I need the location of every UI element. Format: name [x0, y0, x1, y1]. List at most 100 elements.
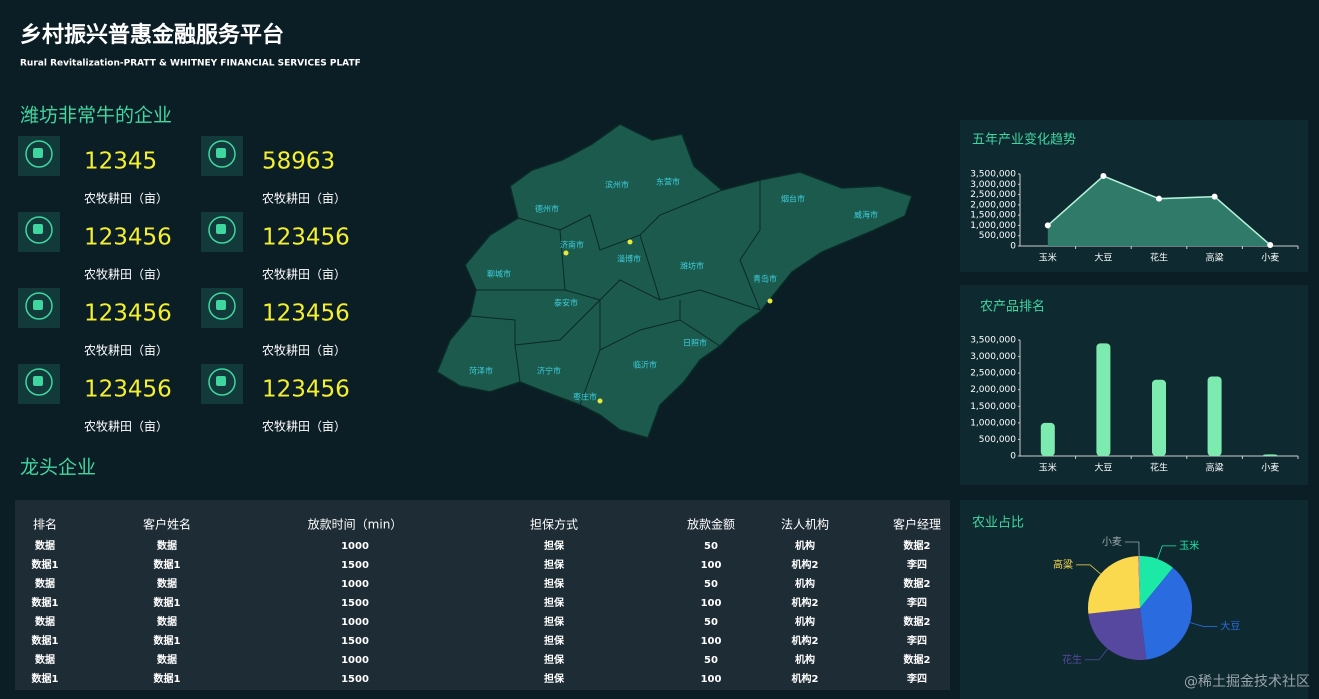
stat-icon	[33, 376, 43, 386]
stat-label: 农牧耕田（亩）	[84, 419, 168, 434]
pie-slice	[1138, 556, 1140, 608]
x-tick-label: 玉米	[1039, 462, 1057, 474]
point	[1211, 193, 1218, 200]
y-tick-label: 3,500,000	[970, 336, 1016, 346]
pie-slice	[1088, 556, 1140, 614]
y-tick-label: 2,500,000	[970, 369, 1016, 379]
stat-icon	[25, 368, 53, 396]
table-cell: 1000	[341, 655, 369, 666]
table-cell: 数据1	[32, 596, 59, 609]
stat-icon	[25, 292, 53, 320]
page-subtitle: Rural Revitalization-PRATT & WHITNEY FIN…	[20, 59, 361, 69]
table-cell: 担保	[544, 577, 565, 590]
stat-value: 12345	[84, 149, 157, 175]
city-label: 聊城市	[487, 269, 511, 279]
stat-label: 农牧耕田（亩）	[262, 191, 346, 206]
x-tick-label: 大豆	[1094, 462, 1112, 474]
x-tick-label: 花生	[1150, 252, 1168, 264]
stat-icon	[216, 300, 226, 310]
table-cell: 担保	[544, 634, 565, 647]
table-cell: 数据1	[154, 558, 181, 571]
y-tick-label: 1,000,000	[970, 221, 1016, 231]
table-cell: 数据1	[154, 596, 181, 609]
table-header: 排名	[33, 517, 57, 532]
stat-value: 123456	[84, 377, 172, 403]
stat-value: 123456	[84, 301, 172, 327]
pie-label: 高粱	[1053, 558, 1073, 571]
y-tick-label: 500,000	[979, 231, 1016, 241]
table-header: 放款金额	[687, 517, 735, 532]
table-cell: 1000	[341, 579, 369, 590]
table-cell: 数据2	[904, 653, 931, 666]
leader-line	[1085, 648, 1109, 661]
table-cell: 数据2	[904, 539, 931, 552]
table-cell: 机构	[795, 539, 815, 552]
x-tick-label: 高粱	[1206, 252, 1224, 264]
table-cell: 机构	[795, 577, 815, 590]
chart-title: 五年产业变化趋势	[972, 132, 1076, 148]
leader-line	[1157, 545, 1177, 560]
table-cell: 50	[704, 617, 718, 628]
table-header: 客户姓名	[143, 517, 191, 532]
map-point	[563, 250, 569, 256]
bar	[1152, 379, 1166, 456]
map-point	[627, 239, 633, 245]
stat-icon	[216, 376, 226, 386]
table-cell: 机构	[795, 653, 815, 666]
stat-value: 123456	[262, 301, 350, 327]
table-cell: 数据2	[904, 615, 931, 628]
table-cell: 担保	[544, 653, 565, 666]
leader-line	[1076, 564, 1101, 575]
stat-icon	[25, 216, 53, 244]
table-cell: 1000	[341, 617, 369, 628]
city-label: 菏泽市	[469, 366, 493, 376]
y-tick-label: 2,000,000	[970, 385, 1016, 395]
city-label: 临沂市	[633, 360, 657, 370]
table-cell: 50	[704, 655, 718, 666]
pie-slice	[1088, 608, 1147, 660]
stat-icon	[208, 368, 236, 396]
table-cell: 数据1	[154, 672, 181, 685]
pie-label: 小麦	[1102, 536, 1122, 548]
table-cell: 担保	[544, 672, 565, 685]
stat-label: 农牧耕田（亩）	[262, 267, 346, 282]
x-tick-label: 小麦	[1261, 462, 1279, 474]
x-tick-label: 小麦	[1261, 252, 1279, 264]
map-point	[597, 398, 603, 404]
y-tick-label: 500,000	[979, 435, 1016, 445]
y-tick-label: 2,500,000	[970, 190, 1016, 200]
city-label: 东营市	[656, 177, 680, 187]
point	[1044, 222, 1051, 229]
table-header: 客户经理	[893, 517, 941, 532]
table-panel	[15, 500, 950, 690]
stat-icon	[208, 140, 236, 168]
y-tick-label: 3,000,000	[970, 180, 1016, 190]
y-tick-label: 0	[1010, 242, 1016, 252]
y-tick-label: 3,000,000	[970, 352, 1016, 362]
table-cell: 数据	[157, 653, 177, 666]
stat-icon	[25, 140, 53, 168]
city-label: 德州市	[535, 204, 559, 214]
table-cell: 数据1	[154, 634, 181, 647]
panel	[960, 285, 1308, 485]
stat-icon	[208, 216, 236, 244]
table-cell: 数据1	[32, 672, 59, 685]
table-cell: 数据	[35, 615, 55, 628]
table-cell: 机构	[795, 615, 815, 628]
table-cell: 李四	[906, 634, 927, 647]
page-title: 乡村振兴普惠金融服务平台	[20, 22, 284, 48]
bar	[1040, 422, 1055, 456]
stat-icon	[216, 224, 226, 234]
x-tick-label: 高粱	[1206, 462, 1224, 474]
bar	[1263, 454, 1278, 456]
table-cell: 李四	[906, 596, 927, 609]
table-cell: 数据	[35, 653, 55, 666]
pie-label: 花生	[1062, 653, 1082, 666]
section-title: 龙头企业	[20, 457, 96, 479]
point	[1100, 173, 1107, 180]
y-tick-label: 2,000,000	[970, 200, 1016, 210]
chart-title: 农业占比	[972, 516, 1024, 531]
table-cell: 1500	[341, 636, 369, 647]
